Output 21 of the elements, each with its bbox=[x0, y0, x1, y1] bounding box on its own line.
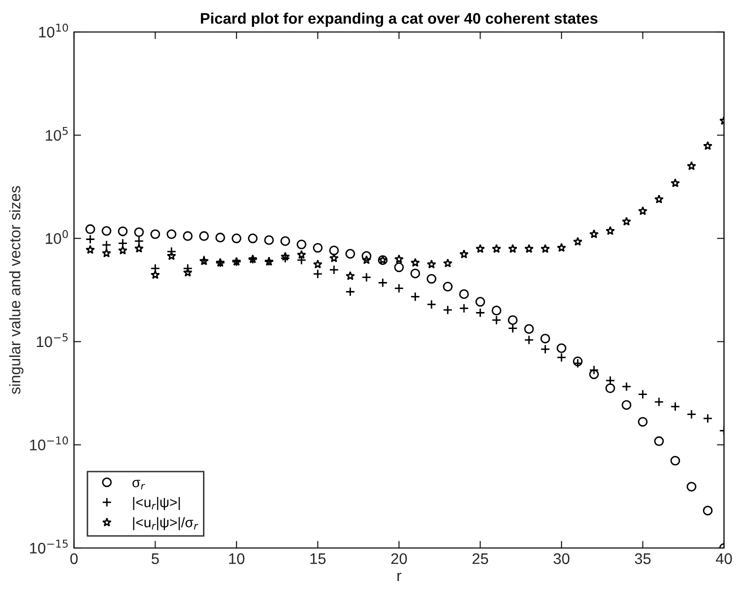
x-tick-label: 35 bbox=[634, 553, 651, 564]
y-tick-label: 10$^{−15}$ bbox=[30, 540, 68, 554]
y-tick-label: 10$^{5}$ bbox=[46, 126, 68, 141]
y-axis-title: singular value and vector sizes bbox=[9, 186, 24, 394]
x-tick-label: 40 bbox=[716, 553, 732, 564]
y-tick-label: 10$^{−10}$ bbox=[30, 436, 68, 450]
x-tick-label: 30 bbox=[554, 553, 570, 564]
x-axis-title: r bbox=[397, 572, 402, 581]
x-tick-label: 15 bbox=[310, 553, 326, 564]
chart-title: Picard plot for expanding a cat over 40 coherent states bbox=[200, 12, 598, 27]
x-tick-label: 0 bbox=[70, 553, 78, 564]
legend-label: |<u$_{r}$|ψ>| bbox=[133, 497, 180, 510]
y-tick-label: 10$^{10}$ bbox=[39, 24, 68, 38]
legend-label: σ$_{r}$ bbox=[132, 480, 146, 490]
x-tick-label: 20 bbox=[391, 553, 407, 564]
x-tick-label: 5 bbox=[152, 553, 159, 564]
y-tick-label: 10$^{−5}$ bbox=[36, 333, 68, 348]
legend-label: |<u$_{r}$|ψ>|/σ$_{r}$ bbox=[133, 517, 198, 530]
x-tick-label: 10 bbox=[229, 553, 244, 564]
y-tick-label: 10$^{0}$ bbox=[46, 230, 68, 244]
x-tick-label: 25 bbox=[472, 553, 488, 564]
